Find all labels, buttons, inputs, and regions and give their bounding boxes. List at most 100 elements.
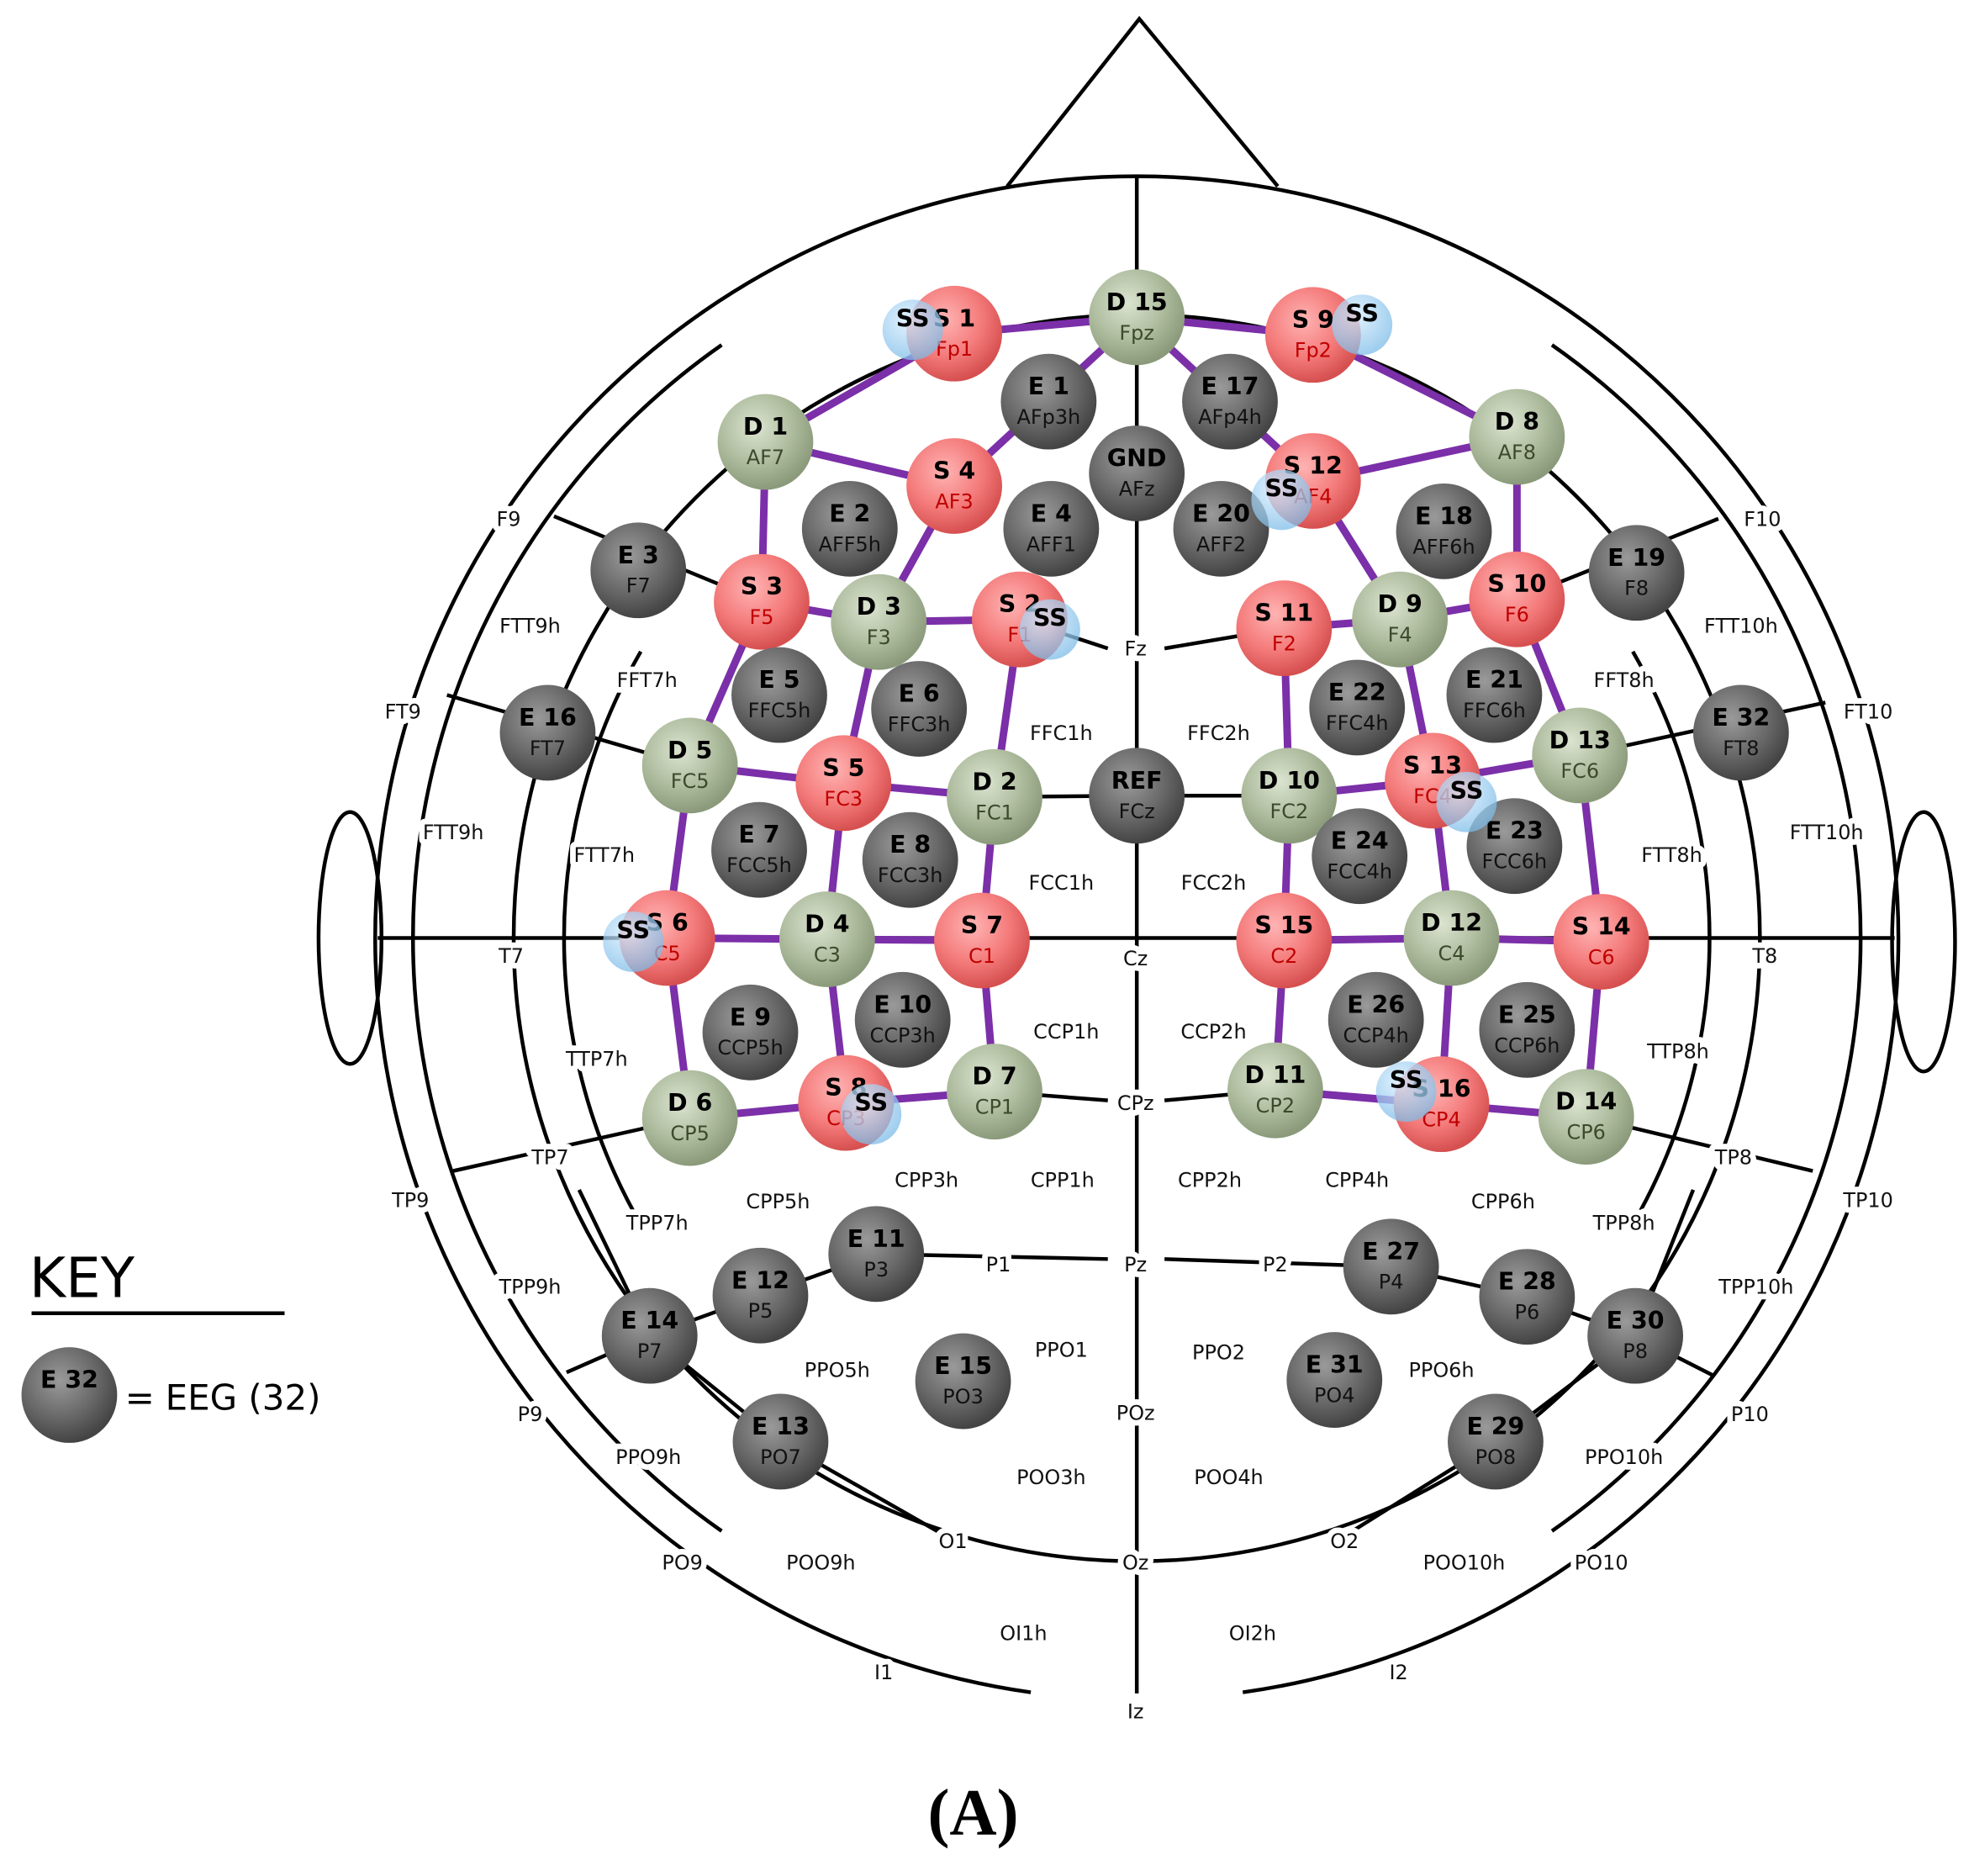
node-id: E 25 bbox=[1498, 1001, 1556, 1028]
site-label: CPP4h bbox=[1325, 1168, 1389, 1192]
site-label: Iz bbox=[1127, 1699, 1144, 1723]
detector-optode-ball bbox=[1352, 571, 1449, 668]
eeg-electrode: E 12 P5 bbox=[712, 1247, 809, 1344]
node-site: AFp3h bbox=[1016, 405, 1080, 429]
detector-optode-ball bbox=[1241, 748, 1338, 844]
node-site: F6 bbox=[1505, 603, 1529, 626]
suture-line bbox=[577, 1188, 958, 1545]
node-id: E 24 bbox=[1331, 827, 1389, 855]
site-label: CPP1h bbox=[1031, 1168, 1095, 1192]
eeg-electrode: E 28 P6 bbox=[1479, 1249, 1576, 1345]
site-labels: F9 F10 FTT9h FTT10h FFT7h FFT8h FT9 FT10 FTT9h FT… bbox=[379, 502, 1899, 1729]
site-label: CPP2h bbox=[1178, 1168, 1242, 1192]
node-id: REF bbox=[1111, 767, 1163, 795]
source-optode: S 11 F2 bbox=[1236, 580, 1333, 677]
source-optode: S 7C1 bbox=[934, 892, 1030, 989]
eeg-electrode-ball bbox=[1448, 1393, 1544, 1490]
source-optode-ball bbox=[1236, 580, 1333, 677]
node-id: S 4 bbox=[933, 457, 975, 484]
node-site: P5 bbox=[748, 1299, 773, 1323]
node-site: PO3 bbox=[942, 1385, 984, 1408]
eeg-electrode-ball bbox=[1692, 684, 1789, 781]
node-id: E 9 bbox=[730, 1003, 771, 1031]
eeg-electrode: E 1 AFp3h bbox=[1000, 353, 1097, 450]
eeg-electrode-ball bbox=[712, 1247, 809, 1344]
node-id: E 5 bbox=[758, 666, 800, 694]
site-label: POO4h bbox=[1194, 1466, 1264, 1489]
node-id: D 7 bbox=[972, 1063, 1016, 1091]
key-legend: KEY E 32 = EEG (32) bbox=[21, 1245, 320, 1443]
short-separation-label: SS bbox=[616, 917, 650, 944]
node-site: FC6 bbox=[1560, 759, 1599, 783]
eeg-electrode: E 4 AFF1 bbox=[1003, 480, 1100, 577]
site-label: F9 bbox=[497, 507, 521, 531]
eeg-electrode-ball bbox=[1479, 981, 1576, 1078]
node-site: FFC6h bbox=[1463, 699, 1526, 722]
site-label: PO10 bbox=[1575, 1551, 1628, 1575]
eeg-electrode-ball bbox=[1327, 971, 1424, 1068]
node-id: E 32 bbox=[1712, 704, 1770, 732]
node-site: P7 bbox=[637, 1340, 662, 1363]
suture-line bbox=[1333, 1189, 1696, 1545]
site-label: FCC1h bbox=[1029, 871, 1095, 895]
site-label: P9 bbox=[518, 1403, 543, 1426]
short-separation-label: SS bbox=[1345, 299, 1379, 327]
node-site: CCP4h bbox=[1343, 1023, 1409, 1047]
node-site: C1 bbox=[969, 944, 995, 968]
detector-optode: D 10 FC2 bbox=[1241, 748, 1338, 844]
short-separation-ball bbox=[1332, 294, 1393, 356]
short-separation: SS bbox=[1251, 469, 1312, 531]
node-site: FCC6h bbox=[1482, 850, 1548, 874]
node-id: E 11 bbox=[847, 1225, 905, 1253]
eeg-electrode-ball bbox=[601, 1287, 698, 1384]
node-id: D 11 bbox=[1244, 1061, 1306, 1089]
eeg-electrode-ball bbox=[499, 684, 596, 781]
site-label: CPP3h bbox=[895, 1168, 958, 1192]
site-label: FFT8h bbox=[1594, 668, 1655, 692]
node-site: FCC5h bbox=[726, 853, 792, 877]
site-label: T7 bbox=[498, 944, 524, 968]
node-id: E 22 bbox=[1328, 679, 1386, 706]
node-site: CP5 bbox=[670, 1122, 709, 1145]
node-site: P4 bbox=[1379, 1271, 1404, 1294]
node-site: AFF6h bbox=[1412, 535, 1475, 558]
eeg-electrode: E 16 FT7 bbox=[499, 684, 596, 781]
site-label: CPP6h bbox=[1471, 1190, 1535, 1213]
site-label: T8 bbox=[1751, 944, 1777, 968]
source-optode-ball bbox=[714, 553, 810, 650]
detector-optode-ball bbox=[1538, 1069, 1634, 1165]
node-site: AF7 bbox=[747, 446, 784, 469]
node-id: D 14 bbox=[1555, 1088, 1617, 1116]
reference-electrode: GND AFz bbox=[1089, 425, 1185, 521]
eeg-electrode-ball bbox=[1588, 525, 1685, 621]
node-site: FCC3h bbox=[878, 864, 943, 887]
node-site: AFp4h bbox=[1198, 405, 1262, 429]
short-separation-ball bbox=[1019, 599, 1080, 660]
node-id: E 13 bbox=[752, 1413, 810, 1440]
eeg-electrode: E 14 P7 bbox=[601, 1287, 698, 1384]
node-site: C4 bbox=[1438, 942, 1465, 965]
site-label: TTP7h bbox=[565, 1048, 628, 1071]
node-site: FT7 bbox=[530, 737, 566, 760]
source-optode-ball bbox=[906, 438, 1002, 534]
eeg-electrode: E 20 AFF2 bbox=[1173, 480, 1269, 577]
right-ear bbox=[1890, 810, 1957, 1074]
site-label: TP8 bbox=[1714, 1146, 1752, 1170]
eeg-electrode: E 7 FCC5h bbox=[711, 801, 807, 898]
eeg-electrode-ball bbox=[590, 522, 687, 619]
eeg-electrode-ball bbox=[1466, 798, 1563, 895]
node-id: E 21 bbox=[1465, 666, 1523, 694]
site-label: OI1h bbox=[1000, 1622, 1047, 1646]
detector-optode: D 9F4 bbox=[1352, 571, 1449, 668]
node-site: C6 bbox=[1588, 945, 1615, 969]
eeg-electrode: E 18 AFF6h bbox=[1396, 483, 1492, 579]
eeg-electrode-ball bbox=[854, 971, 951, 1068]
eeg-electrode-ball bbox=[828, 1206, 925, 1303]
node-site: AFF2 bbox=[1196, 532, 1246, 556]
node-site: FFC4h bbox=[1326, 711, 1389, 735]
eeg-electrode-ball bbox=[731, 647, 827, 743]
node-id: S 14 bbox=[1572, 913, 1631, 941]
node-site: AF3 bbox=[935, 489, 973, 513]
detector-optode-ball bbox=[947, 748, 1042, 845]
source-optode-ball bbox=[1236, 892, 1333, 989]
